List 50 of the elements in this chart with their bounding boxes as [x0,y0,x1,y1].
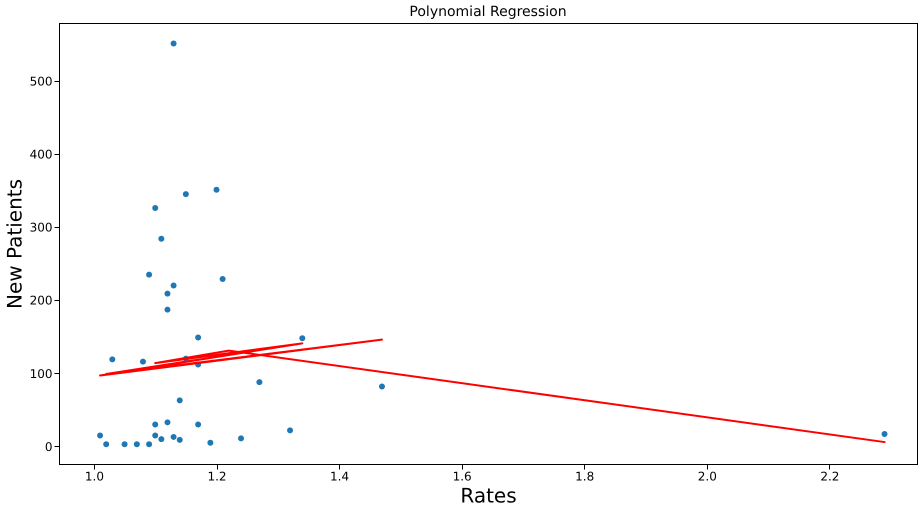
x-tick-label: 1.6 [452,470,472,484]
point [109,356,116,362]
point [238,435,244,442]
point [164,306,170,313]
point [152,205,158,212]
point [170,434,177,440]
x-tick-label: 1.4 [330,470,350,484]
point [152,422,158,428]
point [146,441,152,448]
point [207,440,214,446]
line-series [99,338,886,444]
point [287,427,294,434]
y-tick-label: 200 [30,294,52,308]
point [170,282,177,289]
point [103,441,110,448]
y-tick-label: 300 [30,220,52,235]
point [158,236,164,242]
x-tick-label: 1.2 [207,470,227,484]
point [176,436,183,443]
point [378,383,385,390]
y-tick-label: 0 [44,440,52,454]
point [164,290,170,297]
point [256,379,262,386]
point [140,358,146,365]
point [170,40,177,46]
point [158,436,164,442]
point [195,334,202,340]
point [195,422,202,428]
point [220,276,226,282]
point [146,272,152,278]
y-tick-label: 100 [30,366,52,381]
y-tick-label: 400 [30,147,52,162]
y-tick-label: 500 [30,74,52,88]
point [214,186,220,193]
point [97,432,104,438]
x-tick-label: 1.0 [84,470,104,484]
y-axis-title: New Patients [2,178,27,310]
x-tick-label: 2.0 [698,470,717,484]
point [882,431,888,438]
point [299,335,306,342]
x-axis-title: Rates [460,484,517,508]
x-tick-label: 1.8 [575,470,594,484]
point [122,441,128,448]
point [164,419,170,426]
x-tick-label: 2.2 [820,470,840,484]
chart-title: Polynomial Regression [409,4,567,20]
point [182,191,189,198]
point [152,432,158,438]
point [134,441,140,448]
point [176,397,183,404]
